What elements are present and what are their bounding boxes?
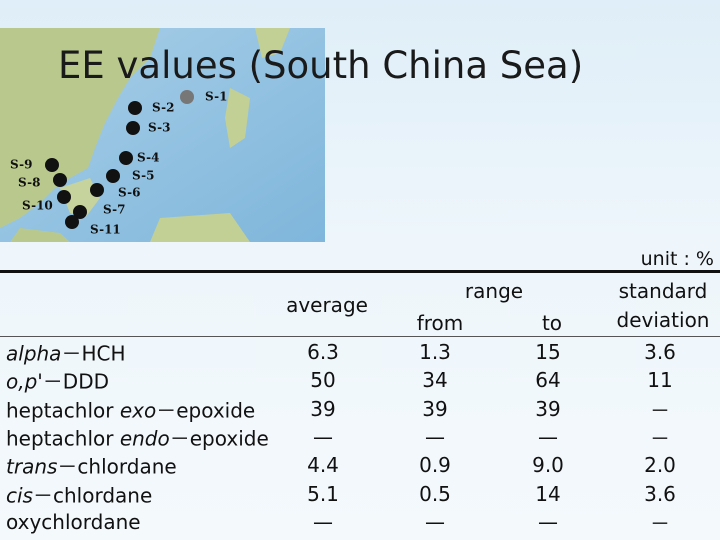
table-cell: 2.0 (644, 453, 676, 478)
table-cell: 34 (422, 368, 448, 393)
row-name: o,p'－DDD (6, 366, 109, 395)
header-to: to (541, 311, 563, 335)
table-cell: 39 (422, 396, 448, 421)
table-cell: — (425, 424, 445, 449)
table-cell: 0.5 (419, 481, 451, 506)
station-label: S-2 (152, 101, 174, 115)
row-name: heptachlor endo－epoxide (6, 422, 269, 451)
station-label: S-9 (10, 158, 32, 172)
header-from: from (416, 311, 464, 335)
station-dot (57, 190, 71, 204)
table-cell: — (313, 509, 333, 534)
station-label: S-5 (132, 169, 154, 183)
station-dot (73, 205, 87, 219)
table-cell: － (650, 511, 670, 536)
table-cell: 4.4 (307, 453, 339, 478)
table-cell: 39 (535, 396, 561, 421)
row-name: cis－chlordane (6, 479, 152, 508)
map-land (60, 178, 100, 218)
name-part: exo (119, 398, 157, 423)
map-land (225, 88, 250, 148)
station-dot (90, 183, 104, 197)
header-sd: deviation (616, 308, 710, 332)
header-average: average (286, 293, 368, 317)
table-cell: 3.6 (644, 481, 676, 506)
station-label: S-7 (103, 203, 125, 217)
row-name: heptachlor exo－epoxide (6, 394, 255, 423)
table-cell: 15 (535, 340, 561, 364)
table-cell: 3.6 (644, 340, 676, 364)
station-dot (106, 169, 120, 183)
header-rule (0, 336, 720, 337)
name-part: －epoxide (169, 426, 269, 451)
station-dot (126, 121, 140, 135)
name-part: endo (119, 426, 170, 451)
name-part: cis (6, 483, 33, 507)
station-label: S-6 (118, 186, 140, 200)
name-part: －epoxide (156, 398, 256, 423)
slide-title: EE values (South China Sea) (58, 44, 584, 87)
name-part: alpha (6, 341, 62, 366)
table-cell: 1.3 (419, 340, 451, 364)
table-top-rule (0, 270, 720, 273)
name-part: －chlordane (57, 454, 177, 479)
station-label: S-8 (18, 176, 40, 190)
table-cell: — (313, 424, 333, 449)
station-dot (45, 158, 59, 172)
table-cell: — (538, 424, 558, 449)
table-cell: — (538, 509, 558, 534)
name-part: －chlordane (32, 483, 153, 507)
station-label: S-10 (22, 199, 53, 213)
station-label: S-3 (148, 121, 170, 135)
header-range: range (464, 279, 524, 303)
name-part: heptachlor (6, 426, 120, 451)
station-dot (180, 90, 194, 104)
map-land (255, 28, 290, 58)
table-cell: 64 (535, 368, 561, 393)
table-cell: 39 (310, 396, 336, 421)
station-dot (53, 173, 67, 187)
row-name: trans－chlordane (6, 451, 177, 480)
table-cell: 5.1 (307, 481, 339, 506)
name-part: －DDD (42, 369, 109, 394)
station-dot (119, 151, 133, 165)
map-land (10, 228, 70, 242)
station-dot (128, 101, 142, 115)
table-cell: 0.9 (419, 453, 451, 478)
table-cell: 6.3 (307, 340, 339, 364)
table-cell: — (425, 509, 445, 534)
station-label: S-4 (137, 151, 159, 165)
name-part: －HCH (61, 341, 126, 366)
station-label: S-1 (205, 90, 227, 104)
station-dot (65, 215, 79, 229)
table-cell: 14 (535, 481, 561, 506)
map: S-1 S-2 S-3 S-4 S-5 S-6 S-7 S-8 S-9 S-10 S-11 (0, 28, 325, 242)
row-name: oxychlordane (6, 510, 141, 534)
name-part: o,p' (6, 369, 43, 394)
table-cell: 50 (310, 368, 336, 393)
name-part: heptachlor (6, 398, 120, 423)
name-part: oxychlordane (6, 509, 141, 534)
station-label: S-11 (90, 223, 121, 237)
map-land (150, 213, 250, 242)
header-sd: standard (618, 279, 708, 303)
table-cell: 11 (647, 368, 673, 393)
name-part: trans (6, 454, 58, 479)
row-name: alpha－HCH (6, 338, 126, 367)
table-cell: 9.0 (532, 453, 564, 478)
table-cell: － (650, 398, 670, 423)
unit-label: unit : % (640, 248, 714, 270)
table-cell: － (650, 426, 670, 451)
map-land (0, 28, 160, 228)
